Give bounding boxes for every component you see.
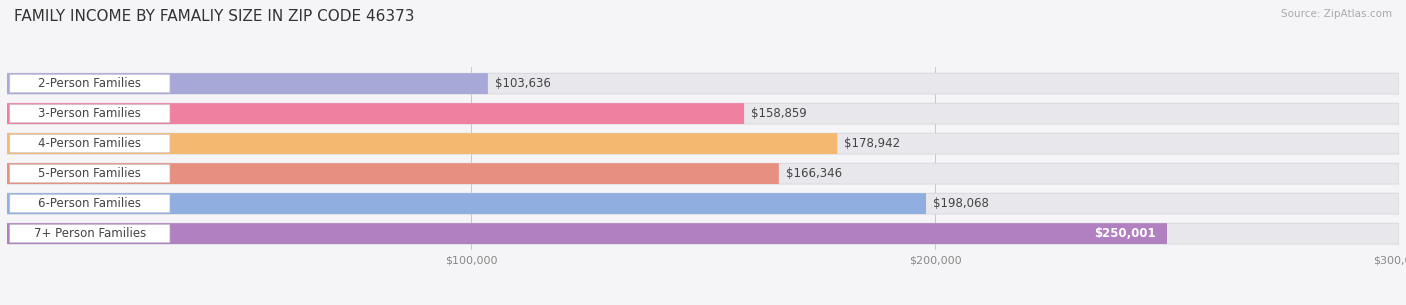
- FancyBboxPatch shape: [10, 105, 170, 123]
- FancyBboxPatch shape: [7, 103, 744, 124]
- Text: $103,636: $103,636: [495, 77, 551, 90]
- Text: 5-Person Families: 5-Person Families: [38, 167, 141, 180]
- Text: $158,859: $158,859: [751, 107, 807, 120]
- FancyBboxPatch shape: [10, 75, 170, 92]
- Text: FAMILY INCOME BY FAMALIY SIZE IN ZIP CODE 46373: FAMILY INCOME BY FAMALIY SIZE IN ZIP COD…: [14, 9, 415, 24]
- Text: 7+ Person Families: 7+ Person Families: [34, 227, 146, 240]
- FancyBboxPatch shape: [7, 73, 488, 94]
- FancyBboxPatch shape: [10, 165, 170, 183]
- Text: $166,346: $166,346: [786, 167, 842, 180]
- Text: 3-Person Families: 3-Person Families: [38, 107, 141, 120]
- FancyBboxPatch shape: [7, 223, 1167, 244]
- Text: 4-Person Families: 4-Person Families: [38, 137, 142, 150]
- Text: 6-Person Families: 6-Person Families: [38, 197, 142, 210]
- Text: $250,001: $250,001: [1094, 227, 1156, 240]
- FancyBboxPatch shape: [10, 195, 170, 213]
- FancyBboxPatch shape: [7, 193, 927, 214]
- FancyBboxPatch shape: [7, 163, 1399, 184]
- FancyBboxPatch shape: [7, 133, 838, 154]
- Text: 2-Person Families: 2-Person Families: [38, 77, 142, 90]
- FancyBboxPatch shape: [10, 225, 170, 242]
- FancyBboxPatch shape: [7, 133, 1399, 154]
- Text: Source: ZipAtlas.com: Source: ZipAtlas.com: [1281, 9, 1392, 19]
- Text: $198,068: $198,068: [934, 197, 988, 210]
- FancyBboxPatch shape: [7, 193, 1399, 214]
- FancyBboxPatch shape: [7, 163, 779, 184]
- FancyBboxPatch shape: [7, 103, 1399, 124]
- FancyBboxPatch shape: [7, 223, 1399, 244]
- FancyBboxPatch shape: [10, 135, 170, 152]
- FancyBboxPatch shape: [7, 73, 1399, 94]
- Text: $178,942: $178,942: [844, 137, 900, 150]
